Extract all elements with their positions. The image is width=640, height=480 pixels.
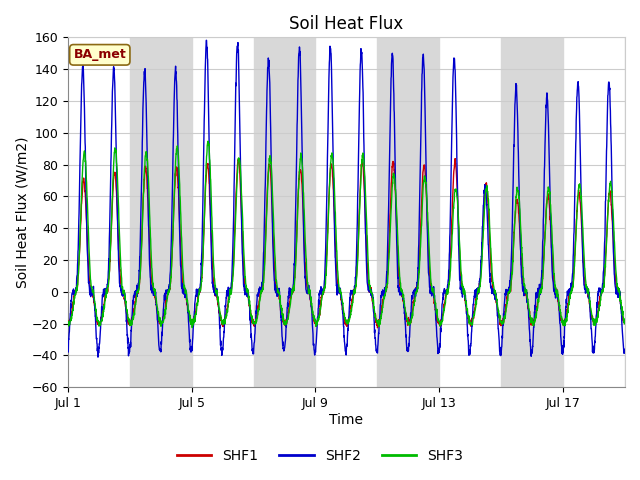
Bar	[130, 37, 192, 387]
Bar	[253, 37, 316, 387]
SHF3	[152, 293, 159, 299]
SHF3	[188, 316, 195, 322]
Line: SHF1: SHF1	[68, 158, 625, 328]
X-axis label: Time: Time	[330, 413, 364, 427]
SHF3	[365, 267, 372, 273]
SHF1	[374, 325, 381, 331]
SHF1	[152, 297, 159, 302]
Y-axis label: Soil Heat Flux (W/m2): Soil Heat Flux (W/m2)	[15, 136, 29, 288]
SHF1	[550, 274, 557, 280]
SHF1	[621, 320, 629, 326]
SHF3	[118, 282, 125, 288]
Legend: SHF1, SHF2, SHF3: SHF1, SHF2, SHF3	[171, 443, 469, 468]
Text: BA_met: BA_met	[74, 48, 126, 61]
SHF1	[364, 278, 372, 284]
SHF1	[188, 321, 195, 327]
SHF2	[94, 354, 102, 360]
Line: SHF3: SHF3	[68, 141, 625, 327]
SHF2	[550, 282, 557, 288]
Title: Soil Heat Flux: Soil Heat Flux	[289, 15, 404, 33]
SHF2	[188, 344, 195, 349]
SHF3	[621, 319, 629, 325]
SHF3	[188, 324, 196, 330]
Line: SHF2: SHF2	[68, 40, 625, 357]
SHF1	[118, 288, 125, 293]
SHF2	[267, 115, 275, 120]
SHF1	[451, 156, 459, 161]
Bar	[378, 37, 439, 387]
SHF2	[202, 37, 210, 43]
SHF3	[550, 259, 557, 264]
SHF2	[64, 349, 72, 355]
SHF3	[204, 138, 212, 144]
SHF2	[118, 291, 126, 297]
SHF3	[64, 319, 72, 324]
SHF1	[64, 318, 72, 324]
Bar	[501, 37, 563, 387]
SHF2	[365, 288, 372, 293]
SHF3	[267, 154, 275, 160]
SHF2	[621, 349, 629, 355]
SHF2	[152, 289, 159, 295]
SHF1	[266, 162, 274, 168]
